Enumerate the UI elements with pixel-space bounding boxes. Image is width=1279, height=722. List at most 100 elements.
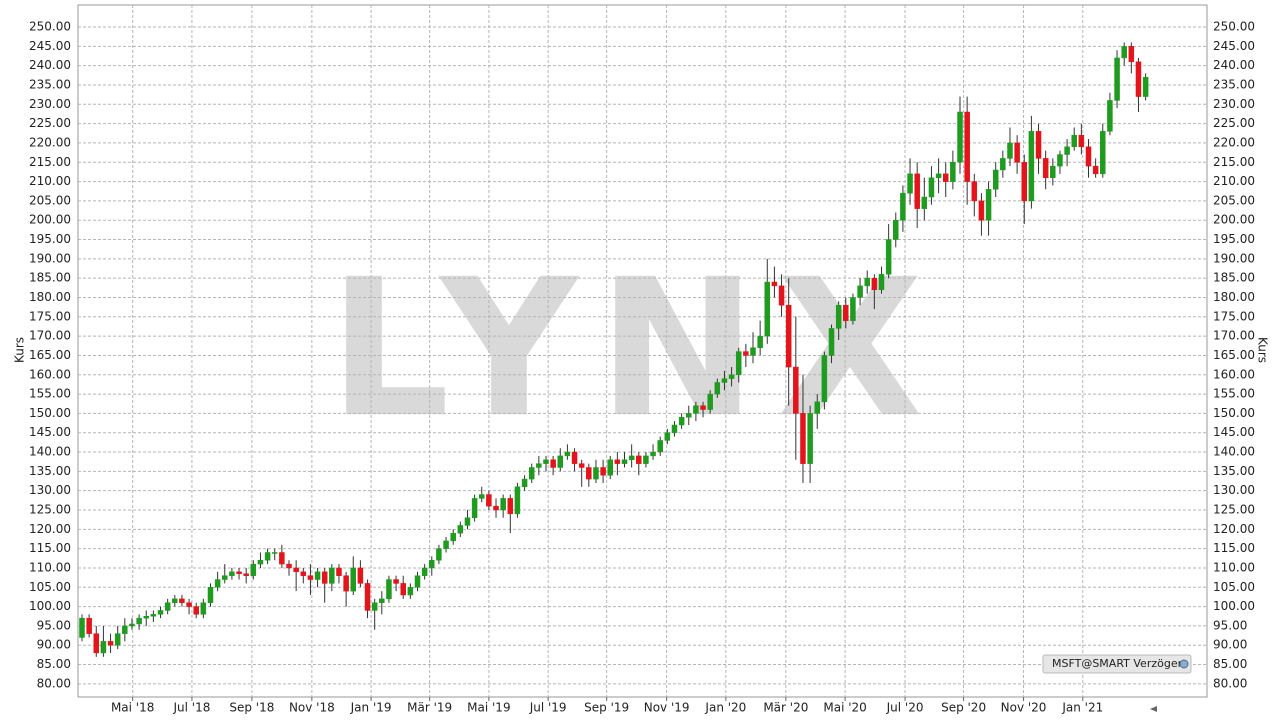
candle-body	[564, 451, 571, 457]
y2-tick-label: 145.00	[1213, 425, 1255, 439]
candle-body	[678, 417, 685, 426]
candle-body	[93, 633, 100, 654]
y2-tick-label: 140.00	[1213, 445, 1255, 459]
candle-body	[243, 573, 249, 576]
candle-body	[814, 401, 820, 414]
candle-body	[1028, 131, 1035, 202]
legend-label: MSFT@SMART Verzögert	[1052, 657, 1187, 670]
candle-body	[443, 540, 449, 549]
candle-body	[393, 579, 399, 584]
candle-body	[314, 571, 321, 580]
candle-body	[950, 162, 956, 182]
candle-body	[107, 641, 114, 646]
y2-tick-label: 215.00	[1213, 155, 1255, 169]
candle-body	[407, 587, 414, 596]
candle-body	[1121, 46, 1127, 59]
candle-body	[257, 559, 264, 565]
candle-body	[907, 173, 913, 194]
candle-body	[343, 575, 349, 592]
candle-body	[550, 459, 556, 468]
candle-body	[493, 505, 499, 511]
candle-body	[464, 517, 471, 526]
candle-body	[214, 579, 221, 588]
candle-body	[850, 297, 856, 321]
candle-body	[222, 575, 228, 580]
candle-body	[686, 413, 692, 418]
candle-body	[1000, 158, 1006, 171]
y-tick-label: 195.00	[29, 232, 71, 246]
y2-tick-label: 130.00	[1213, 483, 1255, 497]
candle-body	[750, 347, 756, 356]
y2-tick-label: 220.00	[1213, 135, 1255, 149]
y2-tick-label: 95.00	[1213, 618, 1247, 632]
candle-body	[628, 455, 635, 461]
candle-body	[143, 615, 149, 619]
watermark: LYNX	[329, 238, 944, 459]
candle-body	[200, 602, 207, 615]
candle-body	[878, 274, 885, 291]
y-tick-label: 190.00	[29, 251, 71, 265]
y2-tick-label: 135.00	[1213, 464, 1255, 478]
candle-body	[286, 563, 292, 569]
candle-body	[785, 304, 792, 368]
y-tick-label: 140.00	[29, 445, 71, 459]
y2-tick-label: 245.00	[1213, 39, 1255, 53]
candle-body	[1107, 100, 1113, 132]
y2-tick-label: 250.00	[1213, 20, 1255, 34]
candle-body	[1050, 165, 1056, 178]
y-tick-label: 130.00	[29, 483, 71, 497]
candle-body	[643, 455, 649, 464]
candle-body	[985, 189, 992, 221]
y-tick-label: 175.00	[29, 309, 71, 323]
y-tick-label: 225.00	[29, 116, 71, 130]
y-tick-label: 100.00	[29, 599, 71, 613]
candle-body	[500, 498, 506, 511]
y2-tick-label: 125.00	[1213, 502, 1255, 516]
scroll-arrow[interactable]	[1150, 706, 1157, 712]
y2-tick-label: 210.00	[1213, 174, 1255, 188]
candle-body	[486, 494, 492, 507]
candle-body	[136, 617, 142, 625]
candle-body	[1007, 142, 1013, 159]
candle-body	[1064, 146, 1070, 155]
y-tick-label: 180.00	[29, 290, 71, 304]
y-tick-label: 185.00	[29, 271, 71, 285]
x-tick-label: Mär '19	[407, 701, 452, 715]
candle-body	[164, 602, 171, 611]
y-tick-label: 135.00	[29, 464, 71, 478]
candle-body	[650, 451, 656, 457]
candle-body	[1135, 61, 1142, 97]
candle-body	[864, 277, 870, 287]
candle-body	[100, 641, 107, 654]
y2-tick-label: 170.00	[1213, 329, 1255, 343]
candle-body	[735, 351, 742, 376]
x-tick-label: Nov '18	[289, 701, 335, 715]
candle-body	[778, 285, 785, 306]
candle-body	[914, 173, 920, 209]
candle-body	[429, 559, 435, 569]
candle-body	[721, 378, 728, 383]
candle-body	[207, 587, 214, 603]
candle-body	[1085, 146, 1092, 167]
legend-icon[interactable]	[1179, 659, 1189, 669]
candle-body	[600, 467, 606, 476]
candle-body	[1035, 131, 1042, 159]
y-axis-label: Kurs	[13, 337, 27, 363]
y-tick-label: 155.00	[29, 387, 71, 401]
candle-body	[843, 304, 849, 321]
candle-body	[942, 173, 949, 182]
y-tick-label: 205.00	[29, 193, 71, 207]
candle-body	[271, 552, 278, 554]
candle-body	[821, 355, 828, 403]
y2-tick-label: 110.00	[1213, 560, 1255, 574]
candle-body	[1100, 131, 1106, 175]
y-tick-label: 95.00	[37, 618, 71, 632]
candle-body	[707, 393, 713, 410]
candle-body	[172, 598, 178, 603]
candle-body	[300, 571, 307, 576]
candle-body	[536, 463, 542, 468]
y-tick-label: 80.00	[37, 676, 71, 690]
candle-body	[421, 567, 428, 576]
y2-tick-label: 150.00	[1213, 406, 1255, 420]
candle-body	[764, 281, 771, 337]
